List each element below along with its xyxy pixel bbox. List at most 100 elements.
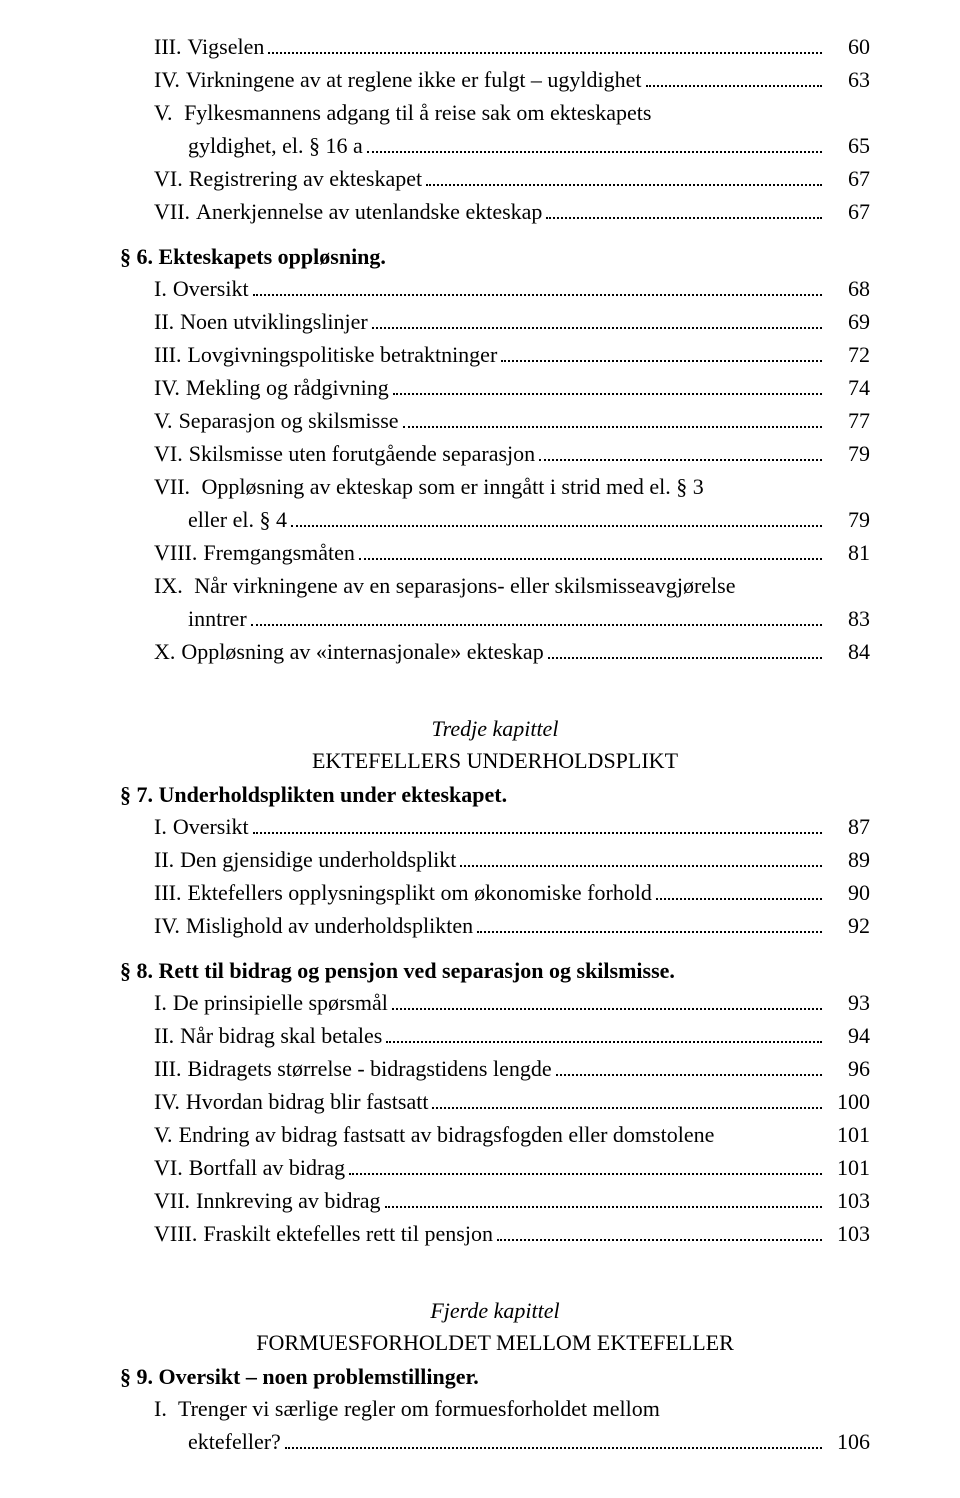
section-8-heading: § 8. Rett til bidrag og pensjon ved sepa… (120, 958, 870, 984)
toc-text: Når bidrag skal betales (180, 1019, 382, 1052)
toc-text: Vigselen (187, 30, 264, 63)
toc-page-number: 93 (826, 986, 870, 1019)
toc-text: Endring av bidrag fastsatt av bidragsfog… (179, 1118, 715, 1151)
toc-text: gyldighet, el. § 16 a (188, 129, 363, 162)
toc-roman: IV. (154, 909, 186, 942)
toc-text: Den gjensidige underholdsplikt (180, 843, 456, 876)
toc-roman: VII. (154, 470, 196, 503)
toc-entry: VI. Skilsmisse uten forutgående separasj… (120, 437, 870, 470)
toc-page-number: 94 (826, 1019, 870, 1052)
toc-roman: I. (154, 810, 173, 843)
toc-leader-dots (291, 509, 822, 527)
toc-roman: III. (154, 30, 187, 63)
toc-page-number: 79 (826, 503, 870, 536)
toc-entry: VIII. Fremgangsmåten 81 (120, 536, 870, 569)
toc-roman: II. (154, 843, 180, 876)
toc-text: Oversikt (173, 272, 249, 305)
toc-entry: III. Ektefellers opplysningsplikt om øko… (120, 876, 870, 909)
toc-text: Fylkesmannens adgang til å reise sak om … (184, 100, 651, 125)
section-9-heading: § 9. Oversikt – noen problemstillinger. (120, 1364, 870, 1390)
toc-text: Oppløsning av ekteskap som er inngått i … (202, 474, 704, 499)
chapter-4-title: FORMUESFORHOLDET MELLOM EKTEFELLER (120, 1330, 870, 1356)
chapter-3-title: EKTEFELLERS UNDERHOLDSPLIKT (120, 748, 870, 774)
toc-leader-dots (546, 201, 822, 219)
toc-text: Mekling og rådgivning (186, 371, 389, 404)
toc-roman: V. (154, 404, 179, 437)
section-6-heading: § 6. Ekteskapets oppløsning. (120, 244, 870, 270)
toc-page-number: 106 (826, 1425, 870, 1458)
toc-roman: III. (154, 1052, 187, 1085)
toc-text: Registrering av ekteskapet (189, 162, 422, 195)
toc-text: Noen utviklingslinjer (180, 305, 368, 338)
toc-page: III. Vigselen 60 IV. Virkningene av at r… (0, 0, 960, 1498)
toc-roman: IV. (154, 1085, 186, 1118)
toc-text: Innkreving av bidrag (196, 1184, 381, 1217)
toc-leader-dots (656, 882, 822, 900)
toc-roman: VI. (154, 162, 189, 195)
toc-roman: VI. (154, 1151, 189, 1184)
toc-entry: V. Endring av bidrag fastsatt av bidrags… (120, 1118, 870, 1151)
toc-page-number: 89 (826, 843, 870, 876)
toc-leader-dots (253, 816, 822, 834)
toc-page-number: 101 (826, 1151, 870, 1184)
toc-entry: II. Noen utviklingslinjer 69 (120, 305, 870, 338)
toc-leader-dots (432, 1091, 822, 1109)
toc-roman: III. (154, 338, 187, 371)
toc-text: Anerkjennelse av utenlandske ekteskap (196, 195, 542, 228)
toc-page-number: 69 (826, 305, 870, 338)
toc-leader-dots (403, 410, 822, 428)
toc-roman: I. (154, 1392, 173, 1425)
toc-page-number: 74 (826, 371, 870, 404)
toc-text: Separasjon og skilsmisse (179, 404, 399, 437)
toc-page-number: 87 (826, 810, 870, 843)
toc-page-number: 72 (826, 338, 870, 371)
toc-entry-continuation: gyldighet, el. § 16 a 65 (120, 129, 870, 162)
toc-page-number: 100 (826, 1085, 870, 1118)
toc-text: Lovgivningspolitiske betraktninger (187, 338, 497, 371)
toc-entry: IV. Mislighold av underholdsplikten 92 (120, 909, 870, 942)
toc-page-number: 67 (826, 195, 870, 228)
toc-leader-dots (501, 344, 822, 362)
toc-leader-dots (556, 1058, 822, 1076)
toc-roman: IV. (154, 63, 186, 96)
toc-page-number: 77 (826, 404, 870, 437)
toc-leader-dots (393, 377, 822, 395)
toc-entry: VIII. Fraskilt ektefelles rett til pensj… (120, 1217, 870, 1250)
toc-page-number: 101 (826, 1118, 870, 1151)
toc-roman: IX. (154, 569, 189, 602)
toc-entry: VII. Anerkjennelse av utenlandske ektesk… (120, 195, 870, 228)
toc-entry: I. Trenger vi særlige regler om formuesf… (120, 1392, 870, 1425)
toc-entry: V. Fylkesmannens adgang til å reise sak … (120, 96, 870, 129)
toc-text: Ektefellers opplysningsplikt om økonomis… (187, 876, 651, 909)
toc-entry: VII. Oppløsning av ekteskap som er inngå… (120, 470, 870, 503)
toc-leader-dots (367, 135, 822, 153)
toc-page-number: 79 (826, 437, 870, 470)
toc-roman: I. (154, 272, 173, 305)
toc-entry: IX. Når virkningene av en separasjons- e… (120, 569, 870, 602)
toc-text: Bidragets størrelse - bidragstidens leng… (187, 1052, 551, 1085)
toc-entry: III. Vigselen 60 (120, 30, 870, 63)
toc-entry: III. Lovgivningspolitiske betraktninger … (120, 338, 870, 371)
toc-leader-dots (548, 641, 822, 659)
chapter-4-label: Fjerde kapittel (120, 1298, 870, 1324)
toc-entry-continuation: inntrer 83 (120, 602, 870, 635)
toc-leader-dots (385, 1190, 822, 1208)
toc-roman: II. (154, 305, 180, 338)
toc-roman: VII. (154, 195, 196, 228)
toc-entry: I. Oversikt 87 (120, 810, 870, 843)
toc-roman: III. (154, 876, 187, 909)
toc-text: Bortfall av bidrag (189, 1151, 345, 1184)
toc-entry: IV. Mekling og rådgivning 74 (120, 371, 870, 404)
toc-page-number: 63 (826, 63, 870, 96)
toc-text: Virkningene av at reglene ikke er fulgt … (186, 63, 642, 96)
toc-page-number: 92 (826, 909, 870, 942)
toc-roman: II. (154, 1019, 180, 1052)
toc-leader-dots (497, 1223, 822, 1241)
toc-text: inntrer (188, 602, 247, 635)
toc-page-number: 60 (826, 30, 870, 63)
toc-leader-dots (268, 36, 822, 54)
toc-entry-continuation: eller el. § 4 79 (120, 503, 870, 536)
toc-page-number: 90 (826, 876, 870, 909)
toc-entry: II. Når bidrag skal betales 94 (120, 1019, 870, 1052)
toc-leader-dots (372, 311, 822, 329)
